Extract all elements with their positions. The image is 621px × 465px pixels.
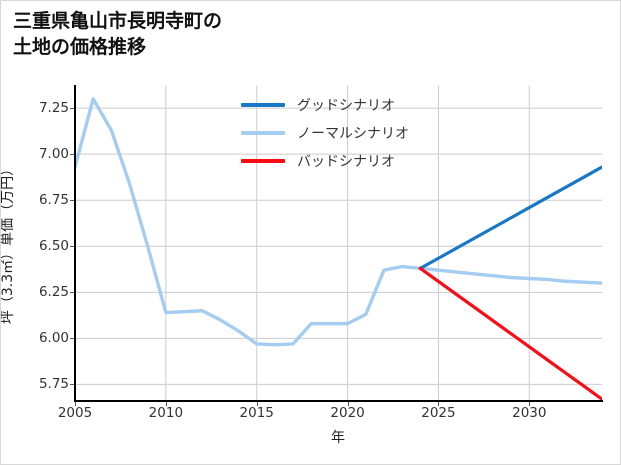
legend-item-label: ノーマルシナリオ (297, 126, 409, 142)
series-lines (75, 97, 602, 401)
series-line (418, 165, 602, 270)
x-axis-label: 年 (331, 430, 345, 446)
y-axis-tick-mark (70, 154, 74, 156)
y-axis-tick-label: 6.50 (38, 238, 69, 255)
plot-svg (75, 86, 602, 401)
x-axis-tick-mark (256, 402, 258, 406)
y-axis-tick-label: 6.25 (38, 284, 69, 301)
legend-item[interactable]: グッドシナリオ (241, 91, 451, 119)
x-axis-tick-mark (75, 402, 76, 406)
y-axis-tick-mark (70, 338, 74, 340)
x-axis-tick-mark (347, 402, 349, 406)
x-axis-tick-label: 2015 (239, 405, 274, 421)
y-axis-tick-mark (70, 292, 74, 294)
legend-item[interactable]: バッドシナリオ (241, 147, 451, 175)
y-axis-tick-label: 7.25 (38, 100, 69, 117)
x-axis-tick-mark (529, 402, 531, 406)
x-axis-tick-label: 2005 (57, 405, 93, 421)
series-line (75, 97, 602, 347)
legend-item[interactable]: ノーマルシナリオ (241, 119, 451, 147)
plot-area (75, 86, 602, 401)
legend-item-label: バッドシナリオ (297, 154, 395, 170)
y-axis-tick-label: 6.75 (38, 192, 69, 209)
gridlines (75, 86, 602, 401)
x-axis-spine (74, 400, 603, 402)
page-title: 三重県亀山市長明寺町の 土地の価格推移 (13, 10, 223, 58)
series-line (418, 266, 602, 401)
y-axis-tick-mark (70, 246, 74, 248)
y-axis-tick-label: 7.00 (38, 146, 69, 163)
x-axis-tick-label: 2025 (421, 405, 456, 421)
y-axis-tick-mark (70, 384, 74, 386)
y-axis-tick-labels: 5.75 6.00 6.25 6.50 6.75 7.00 7.25 (1, 1, 69, 464)
legend-item-label: グッドシナリオ (297, 98, 395, 114)
x-axis-tick-label: 2030 (512, 405, 547, 421)
legend-color-swatch (241, 159, 285, 163)
y-axis-tick-label: 5.75 (38, 376, 69, 393)
x-axis-tick-label: 2010 (148, 405, 184, 421)
y-axis-label: 坪（3.3㎡）単価（万円） (0, 161, 16, 325)
y-axis-tick-mark (70, 108, 74, 110)
y-axis-tick-label: 6.00 (38, 330, 69, 347)
legend: グッドシナリオ ノーマルシナリオ バッドシナリオ (241, 91, 451, 175)
x-axis-tick-mark (165, 402, 167, 406)
x-axis-tick-mark (438, 402, 440, 406)
legend-color-swatch (241, 131, 285, 135)
legend-color-swatch (241, 103, 285, 107)
y-axis-spine (74, 85, 76, 402)
y-axis-tick-mark (70, 200, 74, 202)
x-axis-tick-label: 2020 (330, 405, 365, 421)
